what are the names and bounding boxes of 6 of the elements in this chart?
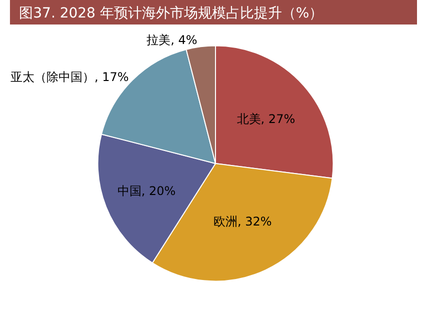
slice-label: 中国, 20% xyxy=(117,184,176,198)
slice-label: 北美, 27% xyxy=(236,112,296,126)
slice-label: 亚太（除中国）, 17% xyxy=(10,70,129,84)
slice-label: 拉美, 4% xyxy=(146,32,198,47)
chart-title: 图37. 2028 年预计海外市场规模占比提升（%） xyxy=(19,5,324,22)
slice-label: 欧洲, 32% xyxy=(214,214,272,228)
